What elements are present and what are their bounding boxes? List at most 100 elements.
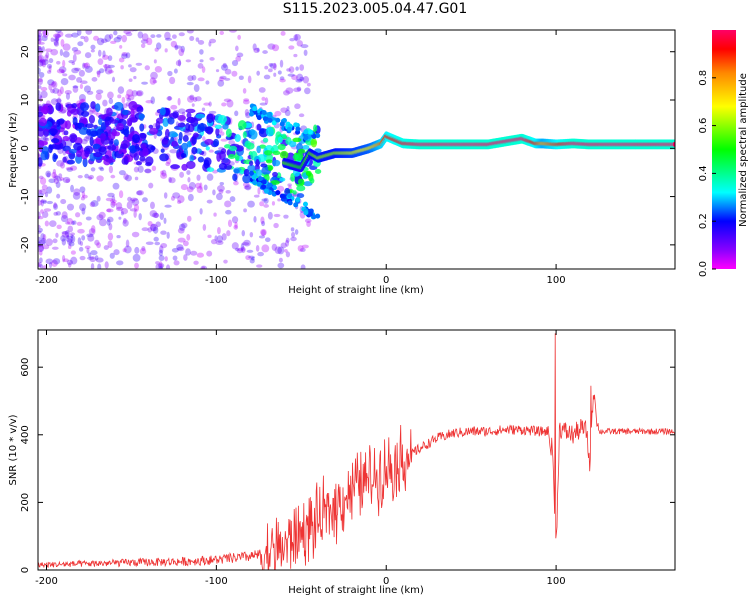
spectrogram-noise-blob bbox=[173, 260, 180, 266]
spectrogram-noise-blob bbox=[78, 246, 84, 252]
spectrogram-noise-blob bbox=[82, 62, 86, 69]
spectrogram-noise-blob bbox=[122, 217, 127, 224]
spectrogram-noise-blob bbox=[166, 231, 170, 239]
spectrogram-noise-blob bbox=[65, 178, 71, 183]
spectrogram-noise-blob bbox=[258, 235, 266, 239]
spectrogram-band-blob bbox=[78, 127, 89, 135]
spectrogram-noise-blob bbox=[126, 89, 134, 97]
spectrogram-noise-blob bbox=[179, 171, 185, 178]
spectrogram-noise-blob bbox=[219, 131, 225, 136]
spectrogram-noise-blob bbox=[279, 59, 284, 68]
spectrogram-noise-blob bbox=[125, 32, 133, 37]
spectrogram-noise-blob bbox=[70, 234, 74, 238]
spectrogram-band-blob bbox=[302, 144, 310, 150]
spectrogram-noise-blob bbox=[252, 43, 257, 51]
spectrogram-noise-blob bbox=[209, 57, 215, 61]
spectrogram-band-blob bbox=[215, 127, 220, 137]
spectrogram-noise-blob bbox=[77, 41, 84, 47]
spectrogram-noise-blob bbox=[231, 216, 239, 224]
spectrogram-noise-blob bbox=[128, 78, 133, 82]
spectrogram-noise-blob bbox=[216, 193, 223, 201]
colorbar-tick-label: 0.8 bbox=[698, 70, 709, 86]
spectrogram-noise-blob bbox=[70, 165, 78, 171]
spectrogram-noise-blob bbox=[219, 30, 225, 36]
spectrogram-noise-blob bbox=[150, 71, 158, 80]
spectrogram-noise-blob bbox=[238, 75, 244, 81]
spectrogram-noise-blob bbox=[225, 209, 232, 215]
spectrogram-noise-blob bbox=[38, 39, 42, 45]
spectrogram-noise-blob bbox=[199, 49, 204, 55]
spectrogram-noise-blob bbox=[231, 70, 238, 77]
spectrogram-noise-blob bbox=[159, 245, 164, 254]
spectrogram-band-blob bbox=[142, 147, 149, 157]
spectrogram-band-blob bbox=[171, 132, 179, 138]
spectrogram-band-blob bbox=[186, 112, 192, 119]
spectrogram-noise-blob bbox=[70, 184, 74, 193]
colorbar-gradient bbox=[712, 30, 736, 269]
spectrogram-noise-blob bbox=[257, 187, 261, 195]
spectrogram-noise-blob bbox=[220, 64, 229, 71]
spectrogram-noise-blob bbox=[241, 230, 246, 237]
spectrogram-noise-blob bbox=[277, 70, 282, 75]
spectrogram-noise-blob bbox=[48, 178, 56, 184]
top-x-tick-label: 100 bbox=[547, 275, 566, 286]
spectrogram-noise-blob bbox=[256, 47, 260, 52]
spectrogram-noise-blob bbox=[208, 41, 212, 47]
spectrogram-band-blob bbox=[257, 154, 267, 163]
spectrogram-noise-blob bbox=[64, 90, 72, 95]
spectrogram-noise-blob bbox=[260, 228, 267, 236]
spectrogram-noise-blob bbox=[231, 60, 239, 67]
spectrogram-noise-blob bbox=[62, 59, 66, 68]
spectrogram-noise-blob bbox=[253, 216, 257, 223]
spectrogram-noise-blob bbox=[102, 50, 106, 58]
spectrogram-noise-blob bbox=[84, 65, 93, 73]
spectrogram-noise-blob bbox=[125, 52, 131, 59]
spectrogram-noise-blob bbox=[111, 76, 116, 83]
spectrogram-noise-blob bbox=[41, 59, 47, 68]
spectrogram-noise-blob bbox=[82, 62, 89, 68]
spectrogram-noise-blob bbox=[262, 50, 268, 54]
spectrogram-noise-blob bbox=[152, 79, 158, 84]
spectrogram-noise-blob bbox=[280, 242, 287, 249]
spectrogram-noise-blob bbox=[111, 195, 116, 202]
snr-frame bbox=[37, 329, 676, 571]
spectrogram-noise-blob bbox=[87, 176, 93, 180]
spectrogram-noise-blob bbox=[50, 98, 59, 106]
spectrogram-noise-blob bbox=[288, 66, 295, 73]
spectrogram-branch-blob bbox=[295, 126, 301, 132]
spectrogram-noise-blob bbox=[176, 244, 184, 251]
spectrogram-noise-blob bbox=[44, 192, 49, 198]
spectrogram-noise-blob bbox=[67, 225, 74, 233]
spectrogram-noise-blob bbox=[104, 66, 113, 75]
spectrogram-noise-blob bbox=[115, 202, 123, 210]
spectrogram-noise-blob bbox=[40, 237, 47, 245]
spectrogram-branch-blob bbox=[287, 193, 293, 199]
spectrogram-noise-blob bbox=[41, 46, 45, 53]
spectrogram-noise-blob bbox=[132, 253, 141, 262]
spectrogram-noise-blob bbox=[83, 36, 89, 43]
spectrogram-noise-blob bbox=[297, 245, 304, 252]
spectrogram-noise-blob bbox=[140, 43, 146, 49]
spectrogram-noise-blob bbox=[174, 45, 182, 49]
spectrogram-noise-blob bbox=[54, 33, 61, 39]
spectrogram-branch-blob bbox=[267, 117, 273, 123]
spectrogram-noise-blob bbox=[135, 62, 143, 66]
spectrogram-band-blob bbox=[200, 122, 205, 133]
spectrogram-noise-blob bbox=[42, 136, 49, 141]
spectrogram-noise-blob bbox=[186, 170, 191, 175]
spectrogram-noise-blob bbox=[296, 86, 302, 92]
spectrogram-band-blob bbox=[90, 101, 96, 110]
spectrogram-noise-blob bbox=[158, 266, 163, 269]
spectrogram-noise-blob bbox=[295, 78, 303, 83]
spectrogram-noise-blob bbox=[53, 41, 60, 47]
spectrogram-band-blob bbox=[309, 177, 315, 184]
spectrogram-noise-blob bbox=[290, 227, 295, 232]
spectrogram-band-blob bbox=[80, 102, 90, 112]
top-y-tick-label: 0 bbox=[20, 145, 31, 151]
spectrogram-noise-blob bbox=[38, 227, 43, 233]
spectrogram-noise-blob bbox=[152, 212, 159, 218]
spectrogram-noise-blob bbox=[249, 231, 254, 238]
spectrogram-noise-blob bbox=[45, 238, 53, 247]
spectrogram-noise-blob bbox=[224, 77, 231, 81]
spectrogram-noise-blob bbox=[219, 75, 227, 80]
